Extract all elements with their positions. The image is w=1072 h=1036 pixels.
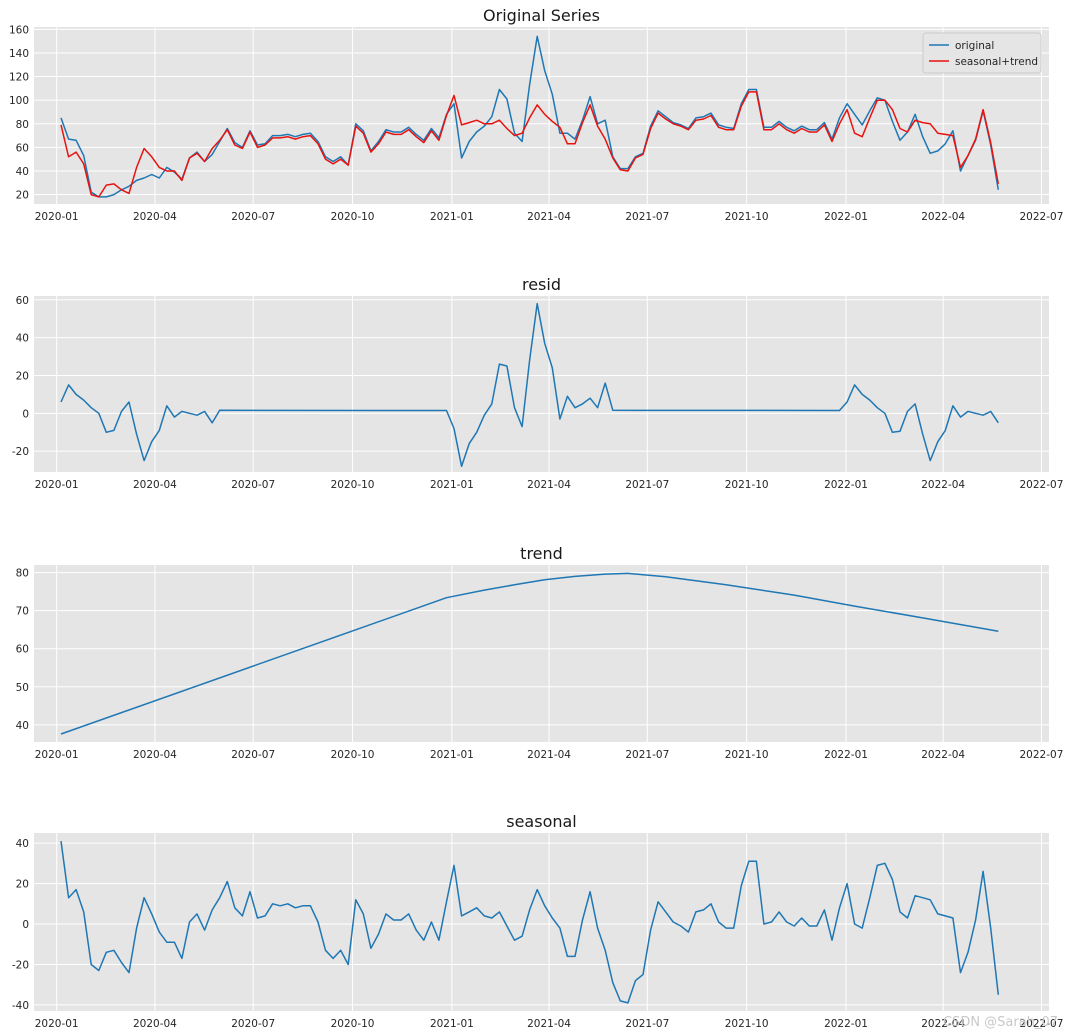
chart-title: seasonal [506,812,577,831]
plot-background [34,565,1049,742]
x-tick-label: 2021-07 [625,211,669,223]
x-tick-label: 2020-10 [331,1018,375,1030]
x-tick-label: 2020-04 [133,749,177,761]
series-line-seasonal-trend [60,91,1000,198]
y-tick-label: -20 [12,959,29,971]
legend: original seasonal+trend [922,32,1042,74]
legend-label: seasonal+trend [955,56,1038,68]
y-tick-label: 160 [9,24,29,36]
x-tick-label: 2021-01 [430,749,474,761]
x-tick-label: 2022-07 [1020,749,1064,761]
y-tick-label: -20 [12,446,29,458]
x-tick-label: 2022-01 [824,479,868,491]
y-tick-label: 0 [22,919,29,931]
x-tick-label: 2022-07 [1020,479,1064,491]
x-tick-label: 2021-07 [625,479,669,491]
series-line-0 [60,841,1000,1004]
watermark: CSDN @Sarah_07 [942,1015,1058,1030]
x-tick-label: 2020-04 [133,1018,177,1030]
x-tick-label: 2022-01 [824,211,868,223]
y-tick-label: 120 [9,72,29,84]
y-tick-label: 40 [16,720,29,732]
x-tick-label: 2022-07 [1020,1018,1064,1030]
y-tick-label: 70 [16,606,29,618]
x-tick-label: 2020-07 [231,1018,275,1030]
x-tick-label: 2022-04 [921,749,965,761]
y-tick-label: 20 [16,879,29,891]
y-tick-label: 60 [16,644,29,656]
plot-background [34,833,1049,1011]
x-tick-label: 2020-07 [231,211,275,223]
x-tick-label: 2020-01 [35,211,79,223]
x-tick-label: 2021-10 [725,479,769,491]
y-tick-label: 40 [16,166,29,178]
legend-label: original [955,40,994,52]
x-tick-label: 2021-07 [625,1018,669,1030]
x-tick-label: 2022-04 [921,479,965,491]
chart-title: resid [522,275,561,294]
chart-panel-resid: 2020-01 2020-04 2020-07 2020-10 2021-01 2021-… [12,275,1064,491]
x-tick-label: 2021-10 [725,1018,769,1030]
y-tick-label: 50 [16,682,29,694]
y-tick-label: 60 [16,142,29,154]
x-tick-label: 2021-04 [527,1018,571,1030]
x-tick-label: 2021-01 [430,211,474,223]
legend-box [922,32,1042,74]
x-tick-label: 2021-10 [725,211,769,223]
y-tick-label: 20 [16,190,29,202]
x-tick-label: 2020-01 [35,749,79,761]
chart-panel-original-series: 2020-01 2020-04 2020-07 2020-10 2021-01 2021-… [9,6,1063,223]
x-tick-label: 2020-01 [35,479,79,491]
x-tick-label: 2022-01 [824,1018,868,1030]
x-tick-label: 2021-04 [527,211,571,223]
x-tick-label: 2020-10 [331,211,375,223]
x-tick-label: 2021-01 [430,479,474,491]
x-tick-label: 2020-10 [331,749,375,761]
x-tick-label: 2021-10 [725,749,769,761]
chart-panel-seasonal: 2020-01 2020-04 2020-07 2020-10 2021-01 2021-… [12,812,1064,1030]
y-tick-label: 140 [9,48,29,60]
x-tick-label: 2020-01 [35,1018,79,1030]
x-tick-label: 2021-01 [430,1018,474,1030]
y-tick-label: 40 [16,838,29,850]
x-tick-label: 2022-04 [921,211,965,223]
chart-title: trend [520,544,563,563]
x-tick-label: 2021-04 [527,749,571,761]
y-tick-label: -40 [12,1000,29,1012]
x-tick-label: 2020-10 [331,479,375,491]
y-tick-label: 40 [16,333,29,345]
x-tick-label: 2022-04 [921,1018,965,1030]
x-tick-label: 2020-04 [133,211,177,223]
x-tick-label: 2022-01 [824,749,868,761]
chart-title: Original Series [483,6,600,25]
y-tick-label: 0 [22,408,29,420]
x-tick-label: 2022-07 [1020,211,1064,223]
x-tick-label: 2021-07 [625,749,669,761]
x-tick-label: 2020-07 [231,479,275,491]
y-tick-label: 100 [9,95,29,107]
x-tick-label: 2020-07 [231,749,275,761]
y-tick-label: 80 [16,119,29,131]
chart-panel-trend: 2020-01 2020-04 2020-07 2020-10 2021-01 2021-… [16,544,1064,761]
y-tick-label: 20 [16,370,29,382]
y-tick-label: 60 [16,295,29,307]
series-line-0 [60,302,999,468]
series-line-original [60,35,1000,198]
series-line-0 [60,572,999,735]
x-tick-label: 2020-04 [133,479,177,491]
x-tick-label: 2021-04 [527,479,571,491]
y-tick-label: 80 [16,568,29,580]
